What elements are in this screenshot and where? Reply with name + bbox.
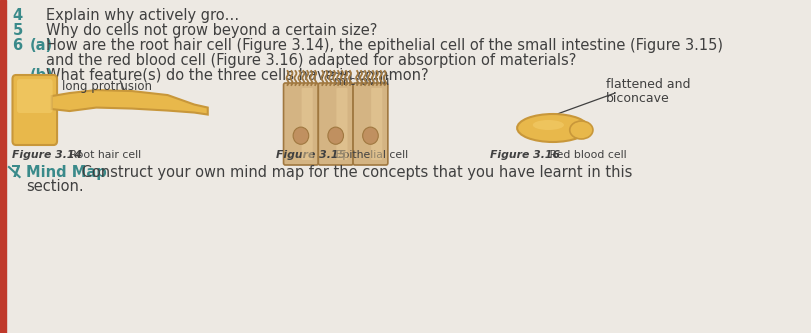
Ellipse shape <box>328 127 343 144</box>
Ellipse shape <box>569 121 592 139</box>
Text: microvilli: microvilli <box>334 75 390 88</box>
FancyBboxPatch shape <box>336 88 347 160</box>
Text: Red blood cell: Red blood cell <box>545 150 625 160</box>
Text: Root hair cell: Root hair cell <box>66 150 141 160</box>
Text: Figure 3.14: Figure 3.14 <box>12 150 83 160</box>
FancyBboxPatch shape <box>318 83 353 165</box>
Text: Explain why actively gro…: Explain why actively gro… <box>46 8 239 23</box>
Text: Epithelial cell: Epithelial cell <box>331 150 407 160</box>
Text: biconcave: biconcave <box>606 92 669 105</box>
Ellipse shape <box>363 127 378 144</box>
Polygon shape <box>52 90 208 115</box>
Text: Mind Map: Mind Map <box>26 165 106 180</box>
Text: Figure 3.15: Figure 3.15 <box>276 150 346 160</box>
Text: What feature(s) do the three cells have in common?: What feature(s) do the three cells have … <box>46 68 428 83</box>
Text: 5: 5 <box>12 23 23 38</box>
Text: How are the root hair cell (Figure 3.14), the epithelial cell of the small intes: How are the root hair cell (Figure 3.14)… <box>46 38 723 53</box>
Text: Figure 3.16: Figure 3.16 <box>490 150 560 160</box>
Text: (b): (b) <box>29 68 53 83</box>
Ellipse shape <box>532 120 564 130</box>
Text: section.: section. <box>26 179 84 194</box>
FancyBboxPatch shape <box>283 83 318 165</box>
Text: (a): (a) <box>29 38 53 53</box>
Bar <box>0 0 6 333</box>
FancyBboxPatch shape <box>301 88 312 160</box>
Text: 7: 7 <box>11 165 21 180</box>
Ellipse shape <box>517 114 588 142</box>
FancyBboxPatch shape <box>371 88 382 160</box>
Text: long protrusion: long protrusion <box>62 80 152 93</box>
FancyBboxPatch shape <box>12 75 57 145</box>
Text: Construct your own mind map for the concepts that you have learnt in this: Construct your own mind map for the conc… <box>76 165 631 180</box>
Text: Why do cells not grow beyond a certain size?: Why do cells not grow beyond a certain s… <box>46 23 377 38</box>
FancyBboxPatch shape <box>353 83 388 165</box>
FancyBboxPatch shape <box>17 79 53 113</box>
Ellipse shape <box>293 127 308 144</box>
Text: 6: 6 <box>12 38 23 53</box>
Text: flattened and: flattened and <box>606 78 690 91</box>
Text: and the red blood cell (Figure 3.16) adapted for absorption of materials?: and the red blood cell (Figure 3.16) ada… <box>46 53 576 68</box>
Text: 4: 4 <box>12 8 23 23</box>
